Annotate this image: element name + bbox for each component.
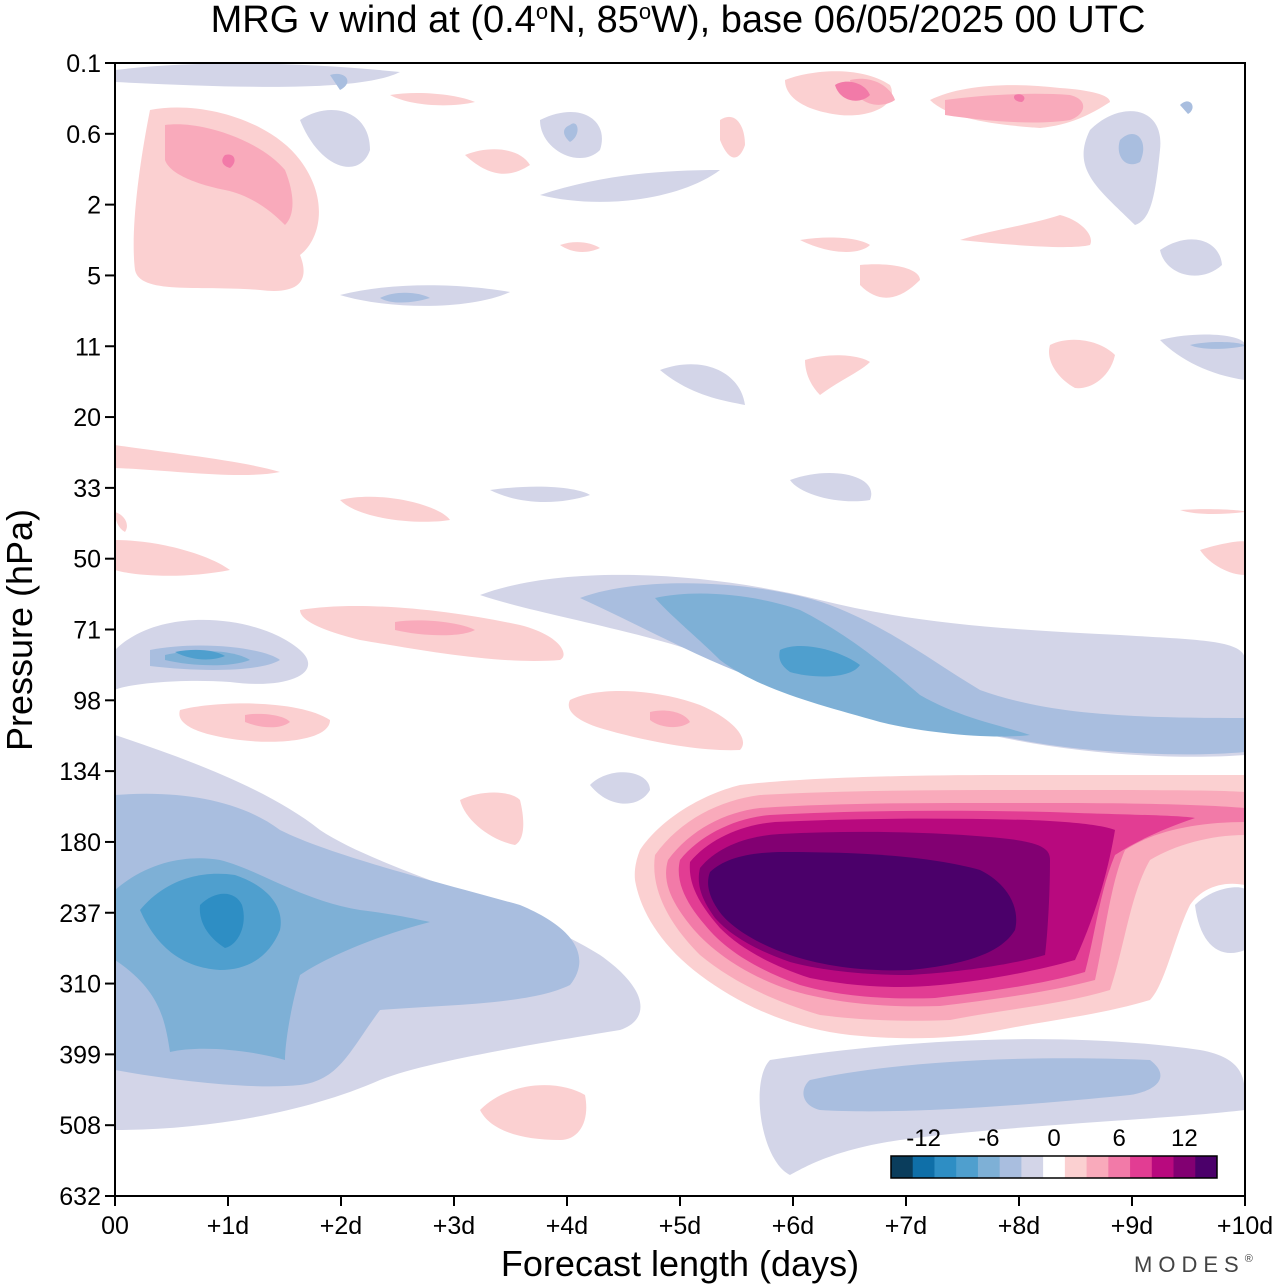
title-degree-1: o (536, 0, 548, 24)
colorbar-swatch (1086, 1156, 1109, 1178)
contour-neg-band-1-edge (1195, 887, 1245, 953)
colorbar-swatch (1130, 1156, 1153, 1178)
colorbar-tick-label: 6 (1113, 1125, 1126, 1152)
y-tick-label: 50 (73, 546, 101, 574)
y-tick-label: 237 (59, 900, 101, 928)
colorbar-tick-label: -6 (978, 1125, 999, 1152)
colorbar-swatch (1195, 1156, 1218, 1178)
colorbar-swatch (977, 1156, 1001, 1178)
colorbar-swatch (1064, 1156, 1088, 1178)
y-axis: 0.1 0.6 2 5 11 20 33 50 71 98 134 180 237 310 399 508 63… (59, 50, 115, 1211)
contour-neg-band-2-lowright (803, 1058, 1161, 1112)
colorbar-swatch (1151, 1156, 1175, 1178)
y-tick-label: 310 (59, 971, 101, 999)
y-tick-label: 98 (73, 687, 101, 715)
x-tick-label: +5d (659, 1212, 701, 1240)
x-axis: 00 +1d +2d +3d +4d +5d +6d +7d +8d +9d +10d (101, 1196, 1273, 1240)
x-tick-label: +2d (320, 1212, 362, 1240)
y-tick-label: 399 (59, 1041, 101, 1069)
y-axis-label: Pressure (hPa) (0, 509, 40, 751)
y-tick-label: 0.1 (66, 50, 101, 78)
x-tick-label: +8d (998, 1212, 1040, 1240)
modes-logo: MODES® (1134, 1252, 1259, 1277)
x-tick-label: +4d (546, 1212, 588, 1240)
colorbar-swatch (956, 1156, 979, 1178)
chart-title: MRG v wind at (0.4oN, 85oW), base 06/05/… (211, 0, 1146, 41)
y-tick-label: 0.6 (66, 121, 101, 149)
y-tick-label: 508 (59, 1112, 101, 1140)
x-tick-label: 00 (101, 1212, 129, 1240)
colorbar-swatch (1043, 1156, 1066, 1178)
x-tick-label: +10d (1217, 1212, 1273, 1240)
colorbar-tick-label: -12 (906, 1125, 941, 1152)
y-tick-label: 134 (59, 758, 101, 786)
x-axis-label: Forecast length (days) (501, 1243, 859, 1284)
colorbar-swatch (912, 1156, 935, 1178)
contour-neg-band-5-lower (199, 893, 244, 948)
title-degree-2: o (639, 0, 651, 24)
y-tick-label: 20 (73, 404, 101, 432)
x-tick-label: +1d (207, 1212, 249, 1240)
x-tick-label: +3d (433, 1212, 475, 1240)
y-tick-label: 11 (75, 333, 101, 361)
colorbar-swatch (999, 1156, 1022, 1178)
y-tick-label: 5 (87, 262, 101, 290)
x-tick-label: +6d (772, 1212, 814, 1240)
contour-pos-band-7-main (708, 852, 1017, 971)
contour-field (115, 63, 1245, 1175)
colorbar-tick-label: 0 (1047, 1125, 1060, 1152)
y-tick-label: 71 (73, 617, 101, 645)
colorbar-swatch (1021, 1156, 1044, 1178)
colorbar-frame (890, 1155, 1218, 1179)
colorbar-swatch (1173, 1156, 1196, 1178)
contour-neg-band-4-jet (779, 645, 860, 677)
colorbar-swatch (934, 1156, 957, 1178)
colorbar-tick-labels: -12 -6 0 6 12 (906, 1125, 1197, 1152)
title-part-1: MRG v wind at (0.4 (211, 0, 536, 41)
contour-neg-band-2-top (330, 73, 1245, 349)
y-tick-label: 180 (59, 829, 101, 857)
colorbar-swatch (1108, 1156, 1131, 1178)
x-tick-label: +9d (1111, 1212, 1153, 1240)
contour-neg-band-6-upper (175, 649, 225, 660)
colorbar-cells (891, 1156, 1218, 1178)
y-tick-label: 632 (59, 1183, 101, 1211)
title-part-3: W), base 06/05/2025 00 UTC (651, 0, 1145, 41)
x-tick-label: +7d (885, 1212, 927, 1240)
colorbar-tick-label: 12 (1171, 1125, 1198, 1152)
y-tick-label: 2 (87, 192, 101, 220)
y-tick-label: 33 (73, 475, 101, 503)
title-part-2: N, 85 (548, 0, 639, 41)
colorbar-swatch (891, 1156, 914, 1178)
colorbar: -12 -6 0 6 12 (890, 1125, 1218, 1179)
